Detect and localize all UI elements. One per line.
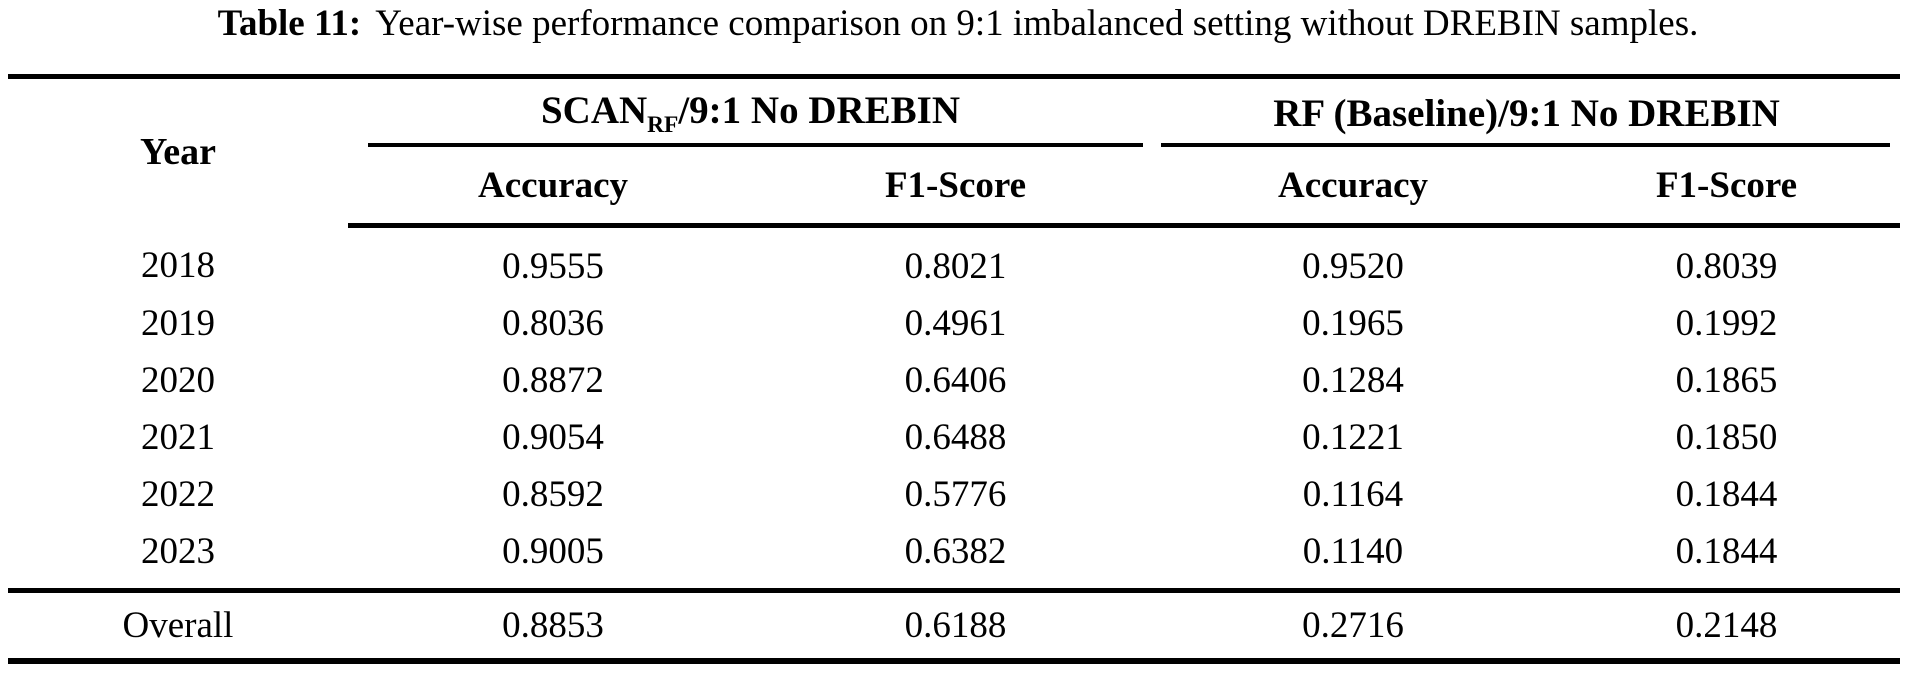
subheader-row: Accuracy F1-Score Accuracy F1-Score: [8, 147, 1900, 228]
table-caption: Table 11: Year-wise performance compariso…: [0, 2, 1916, 46]
overall-label: Overall: [8, 588, 348, 664]
value-cell: 0.1164: [1302, 474, 1404, 515]
col-header-rf-f1: F1-Score: [1553, 147, 1900, 228]
value-cell: 0.1992: [1675, 303, 1778, 344]
col-header-scan-accuracy: Accuracy: [348, 147, 758, 228]
value-cell: 0.6406: [904, 360, 1007, 401]
value-cell: 0.2716: [1153, 588, 1553, 664]
value-cell: 0.1965: [1302, 303, 1404, 344]
caption-label: Table 11:: [217, 3, 362, 44]
value-cell: 0.4961: [904, 303, 1007, 344]
table-row: 2019 0.8036 0.4961 0.1965 0.1992: [8, 295, 1900, 352]
subscript-rf: RF: [647, 111, 679, 138]
group-scan-suffix: /9:1 No DREBIN: [678, 88, 961, 132]
caption-text: Year-wise performance comparison on 9:1 …: [375, 3, 1699, 44]
overall-row: Overall 0.8853 0.6188 0.2716 0.2148: [8, 588, 1900, 664]
value-cell: 0.8853: [348, 588, 758, 664]
value-cell: 0.8036: [502, 303, 604, 344]
group-header-rf-baseline: RF (Baseline)/9:1 No DREBIN: [1153, 77, 1900, 147]
value-cell: 0.1221: [1302, 417, 1404, 458]
year-cell: 2019: [141, 303, 215, 344]
group-rf-label: RF (Baseline)/9:1 No DREBIN: [1273, 91, 1780, 135]
value-cell: 0.9054: [502, 417, 604, 458]
cmidrule-left: [368, 143, 1143, 147]
value-cell: 0.1844: [1675, 531, 1778, 572]
year-cell: 2023: [141, 531, 215, 572]
value-cell: 0.6488: [904, 417, 1007, 458]
group-header-scan: SCANRF/9:1 No DREBIN: [348, 77, 1153, 147]
value-cell: 0.1844: [1675, 474, 1778, 515]
group-header-row: Year SCANRF/9:1 No DREBIN RF (Baseline)/…: [8, 77, 1900, 173]
table-row: 2021 0.9054 0.6488 0.1221 0.1850: [8, 409, 1900, 466]
table-row: 2018 0.9555 0.8021 0.9520 0.8039: [8, 226, 1900, 296]
year-column-header: Year: [140, 131, 216, 174]
results-table: Year SCANRF/9:1 No DREBIN RF (Baseline)/…: [8, 74, 1900, 664]
value-cell: 0.9555: [502, 246, 604, 287]
value-cell: 0.1284: [1302, 360, 1404, 401]
value-cell: 0.8021: [904, 246, 1007, 287]
col-header-rf-accuracy: Accuracy: [1153, 147, 1553, 228]
value-cell: 0.6188: [758, 588, 1153, 664]
group-scan-label: SCANRF/9:1 No DREBIN: [540, 88, 961, 138]
value-cell: 0.9005: [502, 531, 604, 572]
table-row: 2023 0.9005 0.6382 0.1140 0.1844: [8, 523, 1900, 591]
year-cell: 2021: [141, 417, 215, 458]
table-row: 2020 0.8872 0.6406 0.1284 0.1865: [8, 352, 1900, 409]
table-row: 2022 0.8592 0.5776 0.1164 0.1844: [8, 466, 1900, 523]
year-cell: 2018: [141, 244, 215, 286]
value-cell: 0.8592: [502, 474, 604, 515]
value-cell: 0.8872: [502, 360, 604, 401]
value-cell: 0.6382: [904, 531, 1007, 572]
value-cell: 0.5776: [904, 474, 1007, 515]
value-cell: 0.1140: [1302, 531, 1404, 572]
value-cell: 0.1865: [1675, 360, 1778, 401]
year-cell: 2020: [141, 360, 215, 401]
value-cell: 0.8039: [1675, 246, 1778, 287]
col-header-scan-f1: F1-Score: [758, 147, 1153, 228]
year-cell: 2022: [141, 474, 215, 515]
group-scan-prefix: SCAN: [540, 88, 648, 132]
value-cell: 0.1850: [1675, 417, 1778, 458]
cmidrule-right: [1161, 143, 1890, 147]
value-cell: 0.9520: [1302, 246, 1404, 287]
value-cell: 0.2148: [1553, 588, 1900, 664]
